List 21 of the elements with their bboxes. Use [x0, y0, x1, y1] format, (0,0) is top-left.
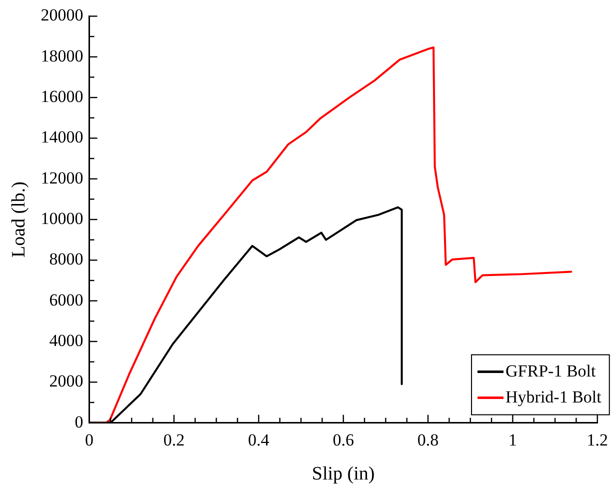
- y-tick-label: 12000: [40, 168, 84, 188]
- x-tick-label: 0.2: [163, 430, 185, 450]
- x-tick-label: 0.6: [332, 430, 354, 450]
- x-tick-label: 0.8: [417, 430, 439, 450]
- y-axis-title: Load (lb.): [8, 182, 30, 258]
- y-tick-label: 14000: [40, 128, 84, 147]
- legend-label: GFRP-1 Bolt: [506, 361, 596, 380]
- y-tick-label: 18000: [40, 46, 84, 66]
- y-tick-label: 10000: [40, 208, 84, 228]
- y-tick-label: 0: [74, 412, 84, 432]
- y-tick-label: 16000: [40, 86, 84, 106]
- y-tick-label: 4000: [49, 330, 84, 350]
- y-tick-label: 8000: [49, 250, 84, 269]
- x-tick-label: 1: [508, 430, 517, 450]
- legend-label: Hybrid-1 Bolt: [506, 387, 602, 406]
- y-tick-label: 20000: [40, 6, 84, 25]
- y-tick-label: 2000: [49, 372, 84, 391]
- x-tick-label: 0.4: [248, 430, 270, 450]
- x-axis-title: Slip (in): [312, 464, 375, 485]
- x-tick-label: 1.2: [586, 430, 608, 450]
- y-tick-label: 6000: [49, 290, 84, 310]
